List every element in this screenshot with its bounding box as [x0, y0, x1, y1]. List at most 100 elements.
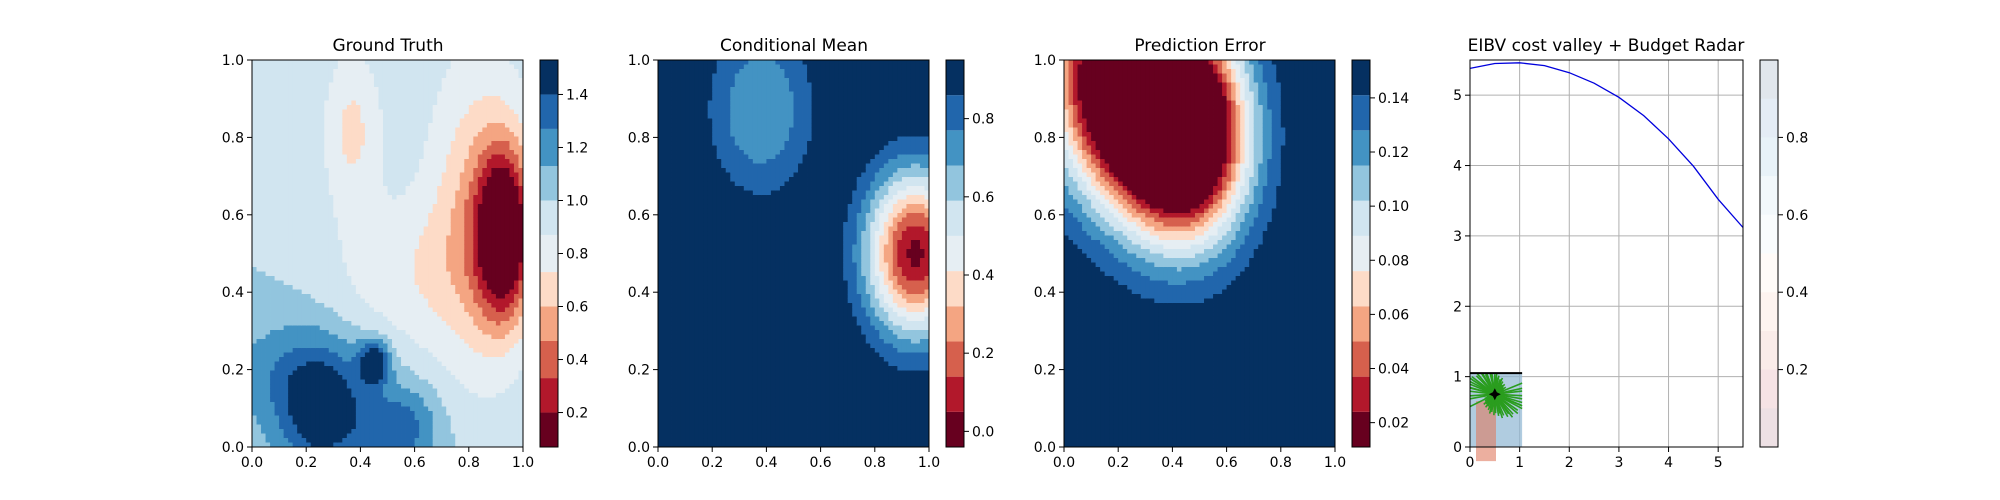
heatmap-cell: [324, 348, 330, 353]
heatmap-cell: [301, 402, 307, 407]
heatmap-cell: [410, 321, 415, 326]
heatmap-cell: [459, 379, 465, 385]
heatmap-cell: [491, 141, 497, 146]
heatmap-cell: [315, 285, 321, 290]
heatmap-cell: [405, 82, 411, 88]
heatmap-cell: [319, 438, 325, 443]
heatmap-cell: [387, 280, 393, 286]
heatmap-cell: [509, 253, 515, 259]
heatmap-cell: [360, 433, 366, 439]
heatmap-cell: [396, 438, 402, 443]
heatmap-cell: [310, 105, 316, 110]
heatmap-cell: [455, 199, 461, 205]
heatmap-cell: [346, 289, 352, 295]
heatmap-cell: [279, 312, 285, 317]
heatmap-cell: [337, 420, 343, 425]
heatmap-cell: [459, 87, 465, 92]
heatmap-cell: [328, 249, 334, 254]
heatmap-cell: [405, 177, 411, 182]
heatmap-cell: [392, 321, 397, 326]
heatmap-cell: [387, 154, 393, 160]
heatmap-cell: [283, 285, 289, 290]
heatmap-cell: [328, 415, 334, 421]
heatmap-cell: [360, 280, 366, 286]
heatmap-cell: [310, 87, 316, 92]
heatmap-cell: [482, 357, 488, 362]
heatmap-cell: [256, 294, 262, 299]
heatmap-cell: [256, 361, 262, 367]
heatmap-cell: [283, 78, 289, 83]
heatmap-cell: [360, 442, 366, 448]
heatmap-cell: [315, 321, 321, 326]
heatmap-cell: [351, 118, 357, 124]
heatmap-cell: [382, 334, 388, 340]
heatmap-cell: [369, 190, 375, 196]
heatmap-cell: [328, 217, 334, 223]
heatmap-cell: [333, 298, 339, 304]
heatmap-cell: [468, 348, 474, 353]
heatmap-cell: [414, 321, 420, 326]
heatmap-cell: [274, 294, 280, 299]
heatmap-cell: [306, 343, 312, 349]
heatmap-cell: [401, 352, 406, 358]
heatmap-cell: [464, 276, 470, 281]
heatmap-cell: [310, 181, 316, 187]
heatmap-cell: [288, 415, 294, 421]
heatmap-cell: [464, 397, 470, 403]
heatmap-cell: [279, 424, 285, 430]
heatmap-cell: [382, 433, 388, 439]
heatmap-cell: [405, 208, 411, 214]
heatmap-cell: [369, 361, 375, 367]
heatmap-cell: [387, 240, 393, 245]
heatmap-cell: [301, 316, 307, 322]
heatmap-cell: [396, 294, 402, 299]
heatmap-cell: [256, 339, 262, 344]
heatmap-cell: [265, 105, 271, 110]
heatmap-cell: [310, 357, 316, 362]
heatmap-cell: [450, 253, 456, 259]
heatmap-cell: [495, 60, 501, 65]
heatmap-cell: [288, 303, 294, 308]
heatmap-cell: [292, 352, 298, 358]
heatmap-cell: [419, 307, 425, 313]
heatmap-cell: [283, 244, 289, 250]
heatmap-cell: [351, 82, 357, 88]
heatmap-cell: [324, 262, 330, 268]
heatmap-cell: [252, 361, 257, 367]
heatmap-cell: [360, 163, 366, 169]
heatmap-cell: [437, 379, 443, 385]
heatmap-cell: [450, 271, 456, 277]
heatmap-cell: [378, 298, 384, 304]
heatmap-cell: [437, 127, 443, 133]
heatmap-cell: [355, 69, 361, 74]
heatmap-cell: [319, 330, 325, 335]
heatmap-cell: [306, 64, 312, 70]
heatmap-cell: [405, 285, 411, 290]
heatmap-cell: [491, 262, 497, 268]
heatmap-cell: [509, 339, 515, 344]
heatmap-cell: [369, 433, 375, 439]
heatmap-cell: [387, 258, 393, 263]
heatmap-cell: [274, 163, 280, 169]
heatmap-cell: [319, 78, 325, 83]
heatmap-cell: [423, 163, 429, 169]
heatmap-cell: [261, 186, 266, 191]
heatmap-cell: [270, 60, 275, 65]
heatmap-cell: [486, 141, 492, 146]
heatmap-cell: [410, 172, 415, 178]
heatmap-cell: [464, 433, 470, 439]
heatmap-cell: [437, 406, 443, 412]
heatmap-cell: [373, 348, 379, 353]
heatmap-cell: [486, 208, 492, 214]
heatmap-cell: [491, 276, 497, 281]
heatmap-cell: [256, 325, 262, 331]
heatmap-cell: [283, 442, 289, 448]
heatmap-cell: [396, 375, 402, 380]
heatmap-cell: [261, 82, 266, 88]
heatmap-cell: [437, 357, 443, 362]
heatmap-cell: [464, 100, 470, 106]
heatmap-cell: [464, 105, 470, 110]
heatmap-cell: [261, 154, 266, 160]
heatmap-cell: [446, 109, 452, 115]
heatmap-cell: [301, 258, 307, 263]
